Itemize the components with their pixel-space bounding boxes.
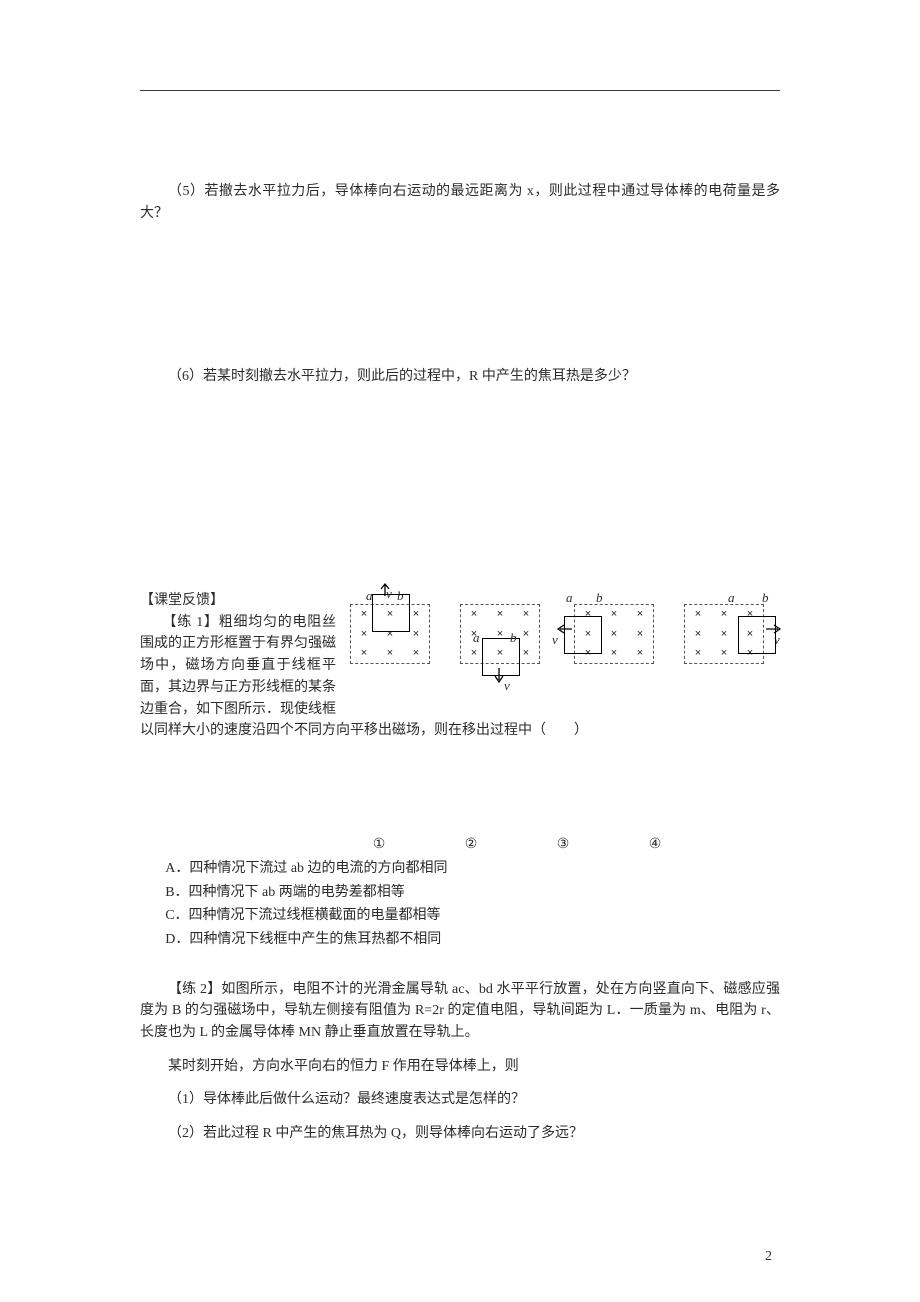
diagram-4: a b v ××× ××× ××× xyxy=(684,590,776,664)
blank-space xyxy=(140,236,780,366)
wire-loop xyxy=(372,594,410,632)
header-rule xyxy=(140,90,780,91)
exercise-2-label: 【练 2】 xyxy=(168,982,221,997)
blank-space xyxy=(140,746,780,836)
section-feedback-label: 【课堂反馈】 xyxy=(140,593,224,608)
exercise-1-label: 【练 1】 xyxy=(170,615,219,630)
label-v: v xyxy=(504,676,510,696)
label-a: a xyxy=(473,628,480,648)
option-d: D．四种情况下线框中产生的焦耳热都不相同 xyxy=(140,929,780,951)
exercise-2-body-1: 如图所示，电阻不计的光滑金属导轨 ac、bd 水平平行放置，处在方向竖直向下、磁… xyxy=(140,982,780,1040)
arrow-down-icon xyxy=(494,668,504,684)
exercise-2-q2: （2）若此过程 R 中产生的焦耳热为 Q，则导体棒向右运动了多远？ xyxy=(140,1123,780,1145)
exercise-1-block: a b v ××× ××× ××× xyxy=(140,590,780,746)
subfigure-label-2: ② xyxy=(462,836,480,854)
question-5: （5）若撤去水平拉力后，导体棒向右运动的最远距离为 x，则此过程中通过导体棒的电… xyxy=(140,181,780,224)
subfigure-labels-row: ① ② ③ ④ xyxy=(370,836,780,854)
question-6: （6）若某时刻撤去水平拉力，则此后的过程中，R 中产生的焦耳热是多少？ xyxy=(140,366,780,388)
label-a: a xyxy=(566,588,573,608)
wire-loop xyxy=(564,616,602,654)
page: （5）若撤去水平拉力后，导体棒向右运动的最远距离为 x，则此过程中通过导体棒的电… xyxy=(0,0,920,1302)
option-c: C．四种情况下流过线框横截面的电量都相等 xyxy=(140,905,780,927)
option-a: A．四种情况下流过 ab 边的电流的方向都相同 xyxy=(140,858,780,880)
exercise-2-q1: （1）导体棒此后做什么运动？最终速度表达式是怎样的？ xyxy=(140,1089,780,1111)
blank-space xyxy=(140,400,780,590)
exercise-2-p1: 【练 2】如图所示，电阻不计的光滑金属导轨 ac、bd 水平平行放置，处在方向竖… xyxy=(140,979,780,1044)
wire-loop xyxy=(738,616,776,654)
field-region: ××× ××× ××× xyxy=(350,604,430,664)
field-region: ××× ××× ××× xyxy=(574,604,654,664)
diagram-1: a b v ××× ××× ××× xyxy=(350,590,442,664)
field-region: ××× ××× ××× xyxy=(460,604,540,664)
field-region: ××× ××× ××× xyxy=(684,604,764,664)
label-b: b xyxy=(510,628,517,648)
option-b: B．四种情况下 ab 两端的电势差都相等 xyxy=(140,882,780,904)
figure-panel: a b v ××× ××× ××× xyxy=(350,590,780,700)
blank-space xyxy=(140,953,780,979)
diagram-2: ××× ××× ××× a b v xyxy=(460,590,552,664)
page-number: 2 xyxy=(765,1246,772,1268)
diagram-3: a b v ××× ××× ××× xyxy=(574,590,666,664)
subfigure-label-3: ③ xyxy=(554,836,572,854)
subfigure-label-4: ④ xyxy=(646,836,664,854)
exercise-2-p2: 某时刻开始，方向水平向右的恒力 F 作用在导体棒上，则 xyxy=(140,1056,780,1078)
subfigure-label-1: ① xyxy=(370,836,388,854)
